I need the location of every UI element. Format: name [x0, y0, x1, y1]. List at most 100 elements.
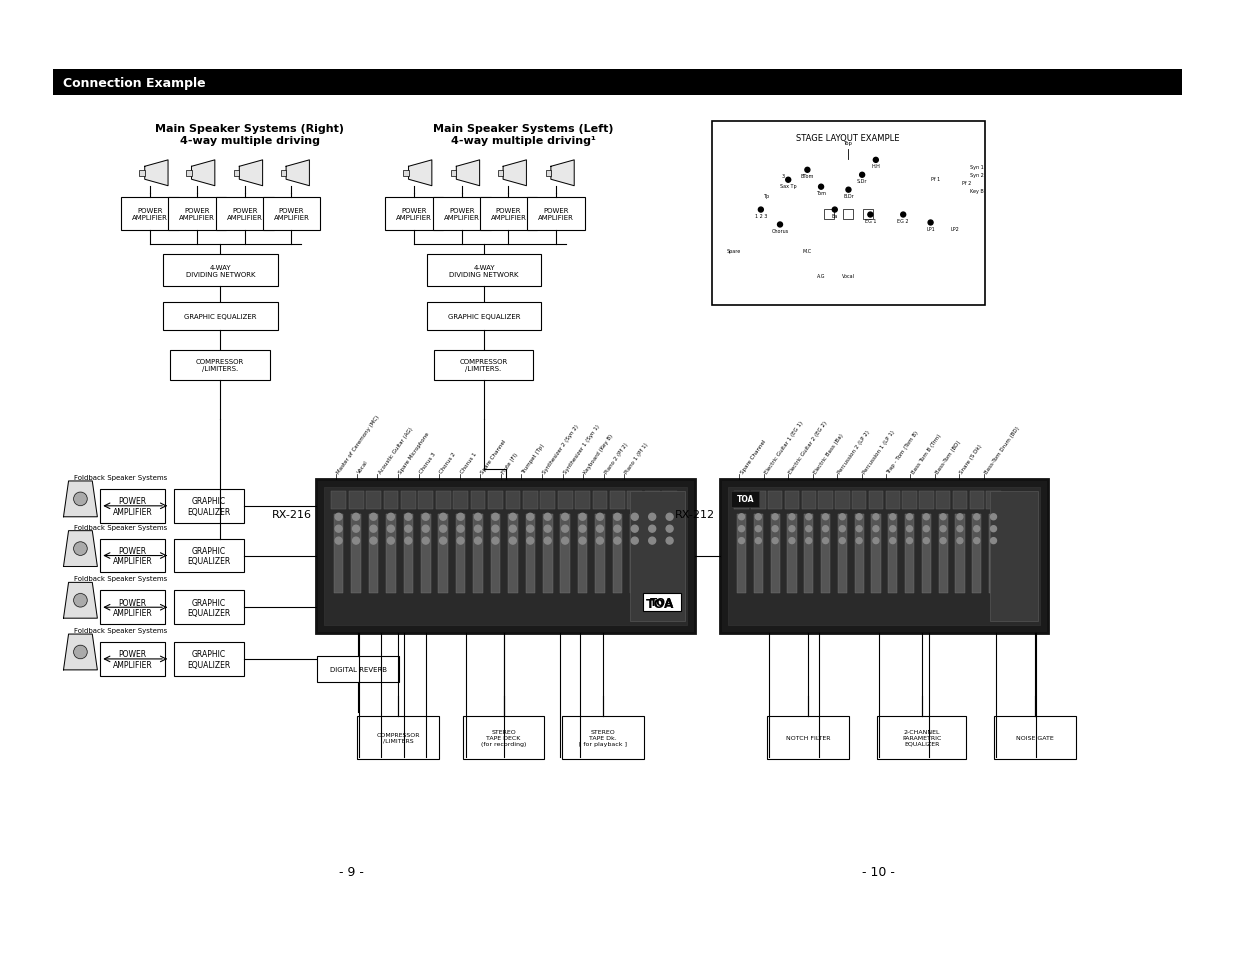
Bar [421, 515, 431, 594]
Bar [771, 515, 779, 594]
Text: Percussion 1 (LP 1): Percussion 1 (LP 1) [862, 429, 895, 475]
Bar [100, 642, 165, 676]
Bar [163, 255, 278, 287]
Text: Chorus: Chorus [772, 229, 789, 233]
Circle shape [772, 538, 778, 544]
Text: Spare Microphone: Spare Microphone [398, 431, 431, 475]
Circle shape [785, 178, 790, 183]
Circle shape [789, 526, 795, 532]
Bar [855, 515, 863, 594]
Bar [453, 492, 468, 509]
Text: Trap - Tom (Tom B): Trap - Tom (Tom B) [885, 430, 920, 475]
Text: GRAPHIC EQUALIZER: GRAPHIC EQUALIZER [184, 314, 257, 319]
Text: GRAPHIC
EQUALIZER: GRAPHIC EQUALIZER [188, 497, 231, 516]
Bar [768, 492, 782, 509]
Text: 3: 3 [782, 174, 784, 179]
Bar [989, 515, 998, 594]
Text: Connection Example: Connection Example [63, 77, 205, 90]
Circle shape [614, 526, 621, 533]
Text: Tom: Tom [816, 191, 826, 196]
Bar [451, 171, 456, 176]
Circle shape [474, 526, 482, 533]
Bar [174, 642, 243, 676]
Bar [578, 515, 588, 594]
Text: - 9 -: - 9 - [338, 865, 363, 879]
Text: BTom: BTom [800, 174, 814, 179]
Circle shape [856, 526, 862, 532]
Bar [348, 492, 363, 509]
Circle shape [758, 208, 763, 213]
Bar [401, 492, 416, 509]
Circle shape [492, 514, 499, 520]
Text: LP1: LP1 [926, 227, 935, 232]
Circle shape [335, 514, 342, 520]
Circle shape [805, 526, 811, 532]
Bar [720, 479, 1049, 634]
Text: COMPRESSOR
/LIMITERS.: COMPRESSOR /LIMITERS. [459, 358, 508, 372]
Text: COMPRESSOR
/LIMITERS.: COMPRESSOR /LIMITERS. [195, 358, 245, 372]
Circle shape [440, 514, 447, 520]
Bar [872, 515, 881, 594]
Text: POWER
AMPLIFIER: POWER AMPLIFIER [179, 208, 215, 221]
Circle shape [924, 526, 929, 532]
Bar [508, 515, 517, 594]
Bar [921, 515, 931, 594]
Circle shape [597, 526, 604, 533]
Text: Acoustic Guitar (AG): Acoustic Guitar (AG) [378, 426, 414, 475]
Bar [427, 255, 541, 287]
Circle shape [509, 537, 516, 544]
Bar [522, 492, 537, 509]
Bar [419, 492, 433, 509]
Text: Main Speaker Systems (Left)
4-way multiple driving¹: Main Speaker Systems (Left) 4-way multip… [433, 124, 614, 146]
Polygon shape [63, 583, 98, 618]
Text: COMPRESSOR
/LIMITERS: COMPRESSOR /LIMITERS [377, 732, 420, 743]
Bar [100, 539, 165, 573]
Circle shape [805, 538, 811, 544]
Text: Chorus 2: Chorus 2 [440, 452, 457, 475]
Text: A.G: A.G [816, 274, 825, 278]
Text: Foldback Speaker Systems: Foldback Speaker Systems [74, 475, 167, 480]
Bar [216, 197, 274, 232]
Circle shape [756, 538, 761, 544]
Bar [903, 492, 916, 509]
Circle shape [74, 542, 88, 556]
Circle shape [597, 514, 604, 520]
Bar [436, 492, 451, 509]
Text: POWER
AMPLIFIER: POWER AMPLIFIER [273, 208, 310, 221]
Bar [121, 197, 179, 232]
Text: GRAPHIC
EQUALIZER: GRAPHIC EQUALIZER [188, 598, 231, 618]
Text: RX-216: RX-216 [272, 509, 311, 519]
FancyBboxPatch shape [643, 594, 680, 612]
Text: POWER
AMPLIFIER: POWER AMPLIFIER [112, 497, 153, 516]
Circle shape [739, 515, 745, 520]
Text: Main Speaker Systems (Right)
4-way multiple driving: Main Speaker Systems (Right) 4-way multi… [156, 124, 345, 146]
Circle shape [973, 526, 979, 532]
Text: TOA: TOA [736, 495, 755, 504]
Circle shape [957, 515, 963, 520]
Text: Piano 1 (Pf 1): Piano 1 (Pf 1) [625, 441, 650, 475]
Circle shape [352, 526, 359, 533]
Circle shape [352, 537, 359, 544]
Bar [627, 492, 642, 509]
Bar [804, 515, 814, 594]
Bar [53, 71, 1182, 96]
Bar [369, 515, 378, 594]
Circle shape [405, 537, 411, 544]
Circle shape [900, 213, 905, 218]
Bar [905, 515, 914, 594]
Circle shape [474, 537, 482, 544]
Bar [802, 492, 816, 509]
Text: POWER
AMPLIFIER: POWER AMPLIFIER [443, 208, 479, 221]
Bar [170, 351, 269, 380]
Text: Synthesizer 1 (Syn 1): Synthesizer 1 (Syn 1) [563, 423, 600, 475]
Circle shape [370, 514, 377, 520]
Bar [427, 303, 541, 331]
Bar [613, 515, 622, 594]
Circle shape [856, 538, 862, 544]
Circle shape [990, 526, 997, 532]
Text: POWER
AMPLIFIER: POWER AMPLIFIER [396, 208, 432, 221]
Circle shape [579, 537, 585, 544]
Bar [527, 197, 585, 232]
Bar [824, 210, 835, 219]
Bar [994, 716, 1076, 760]
